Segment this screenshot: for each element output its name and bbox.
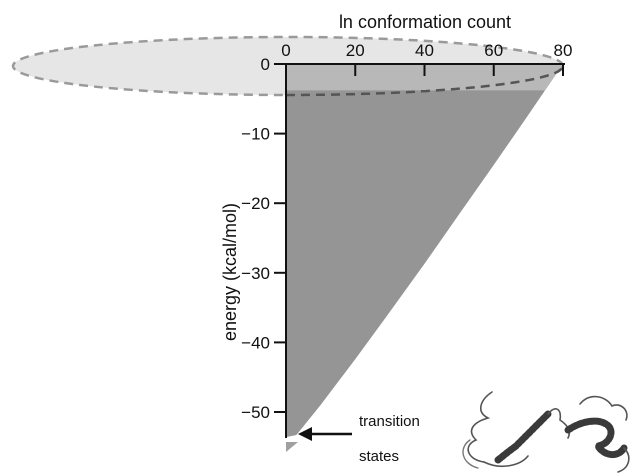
x-tick-label: 60	[484, 41, 503, 60]
y-tick-label: −10	[241, 125, 270, 144]
funnel-area	[286, 64, 563, 437]
y-axis-title: energy (kcal/mol)	[220, 203, 240, 341]
protein-structure-illustration	[463, 392, 629, 472]
transition-state-marker	[286, 442, 298, 452]
y-tick-label: −20	[241, 194, 270, 213]
y-tick-label: 0	[261, 55, 270, 74]
x-tick-label: 80	[554, 41, 573, 60]
y-tick-label: −30	[241, 264, 270, 283]
y-tick-label: −40	[241, 333, 270, 352]
transition-states-annotation: transition states	[298, 413, 420, 465]
x-tick-label: 20	[346, 41, 365, 60]
y-ticks: 0 −10 −20 −30 −40 −50	[241, 55, 286, 422]
y-tick-label: −50	[241, 403, 270, 422]
annotation-states: states	[359, 448, 399, 465]
x-tick-label: 40	[415, 41, 434, 60]
x-axis-title: ln conformation count	[339, 12, 511, 32]
x-tick-label: 0	[281, 41, 290, 60]
annotation-transition: transition	[359, 413, 420, 430]
